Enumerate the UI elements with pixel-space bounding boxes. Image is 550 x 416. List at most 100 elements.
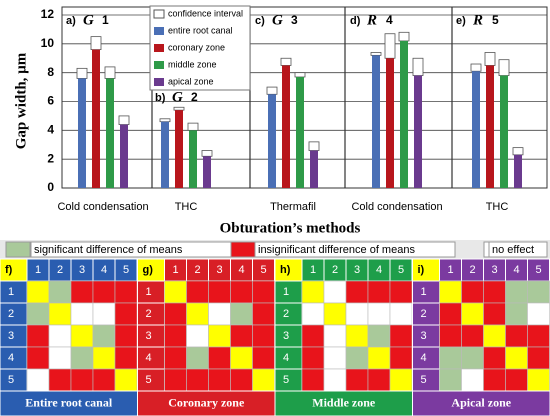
confidence-interval [173, 106, 185, 111]
row-label: 4 [421, 352, 427, 364]
matrix-cell [461, 346, 484, 370]
matrix-cell [505, 368, 528, 392]
matrix-cell [389, 302, 413, 326]
matrix-cell [164, 280, 187, 304]
matrix-cell [389, 368, 413, 392]
matrix-cell [389, 280, 413, 304]
matrix-cell [367, 346, 391, 370]
column-label: 1 [310, 264, 316, 276]
matrix-title: Apical zone [451, 395, 511, 409]
column-label: 4 [513, 264, 519, 276]
y-tick-label: 4 [47, 123, 54, 137]
x-tick-label: THC [175, 201, 198, 213]
column-label: 2 [194, 264, 200, 276]
matrix-cell [323, 346, 347, 370]
matrix-legend-swatch [230, 241, 256, 258]
matrix-cell [389, 324, 413, 348]
panel-letter: b) [155, 92, 166, 104]
matrix-cell [48, 368, 72, 392]
panel-name: R [366, 12, 377, 28]
confidence-interval [76, 67, 88, 79]
y-tick-label: 2 [47, 151, 54, 165]
row-label: 2 [421, 308, 427, 320]
matrix-cell [164, 368, 187, 392]
matrix-cell [230, 280, 253, 304]
matrix-cell [505, 302, 528, 326]
bar [472, 71, 480, 188]
matrix-cell [164, 324, 187, 348]
panel-number: 1 [102, 13, 109, 27]
y-tick-label: 8 [47, 65, 54, 79]
confidence-interval [484, 52, 496, 66]
confidence-interval [294, 72, 306, 78]
matrix-cell [26, 324, 50, 348]
panel-name: G [83, 12, 94, 28]
confidence-interval [187, 122, 199, 131]
bar [400, 40, 408, 189]
row-label: 4 [283, 352, 289, 364]
panel-letter: d) [350, 15, 361, 27]
matrix-cell [527, 280, 550, 304]
column-label: 5 [123, 264, 129, 276]
bar [282, 65, 290, 188]
panel-number: 3 [291, 13, 298, 27]
matrix-cell [252, 324, 275, 348]
matrix-cell [230, 302, 253, 326]
matrix-title: Coronary zone [168, 395, 245, 409]
matrix-footer [0, 390, 138, 416]
confidence-interval [412, 57, 424, 76]
matrix-cell [114, 302, 138, 326]
row-label: 1 [421, 286, 427, 298]
legend-swatch [154, 61, 164, 69]
matrix-cell [505, 324, 528, 348]
matrix-cell [92, 368, 116, 392]
matrix-cell [186, 324, 209, 348]
confidence-interval [398, 31, 410, 42]
matrix-cell [92, 280, 116, 304]
matrix-cell [70, 368, 94, 392]
matrix-cell [323, 324, 347, 348]
confidence-interval [159, 118, 171, 123]
column-label: 5 [398, 264, 404, 276]
matrix-cell [26, 368, 50, 392]
column-label: 2 [469, 264, 475, 276]
y-tick-label: 10 [41, 36, 55, 50]
matrix-cell [252, 346, 275, 370]
bar [92, 49, 100, 188]
column-label: 3 [79, 264, 85, 276]
y-tick-label: 6 [47, 94, 54, 108]
confidence-interval [90, 36, 102, 51]
matrix-cell [26, 280, 50, 304]
confidence-interval [470, 63, 482, 72]
matrix-cell [527, 302, 550, 326]
panel-number: 2 [191, 90, 198, 104]
row-label: 3 [421, 330, 427, 342]
bar [486, 65, 494, 188]
column-label: 5 [260, 264, 266, 276]
bar [500, 75, 508, 188]
bar [296, 76, 304, 188]
matrix-cell [186, 302, 209, 326]
matrix-cell [367, 368, 391, 392]
legend-label: coronary zone [168, 42, 225, 52]
matrix-cell [208, 324, 231, 348]
confidence-interval [384, 33, 396, 59]
bar [372, 55, 380, 188]
row-label: 2 [146, 308, 152, 320]
matrix-legend-swatch [5, 241, 31, 258]
matrix-cell [439, 346, 462, 370]
row-label: 3 [8, 330, 14, 342]
matrix-letter: f) [5, 264, 13, 276]
bar [120, 124, 128, 188]
legend-swatch [154, 78, 164, 86]
column-label: 4 [376, 264, 382, 276]
confidence-interval [118, 115, 130, 125]
matrix-cell [461, 324, 484, 348]
row-label: 3 [146, 330, 152, 342]
matrix-cell [48, 302, 72, 326]
column-label: 3 [216, 264, 222, 276]
legend-label: confidence interval [168, 8, 243, 18]
row-label: 3 [283, 330, 289, 342]
matrix-cell [230, 368, 253, 392]
